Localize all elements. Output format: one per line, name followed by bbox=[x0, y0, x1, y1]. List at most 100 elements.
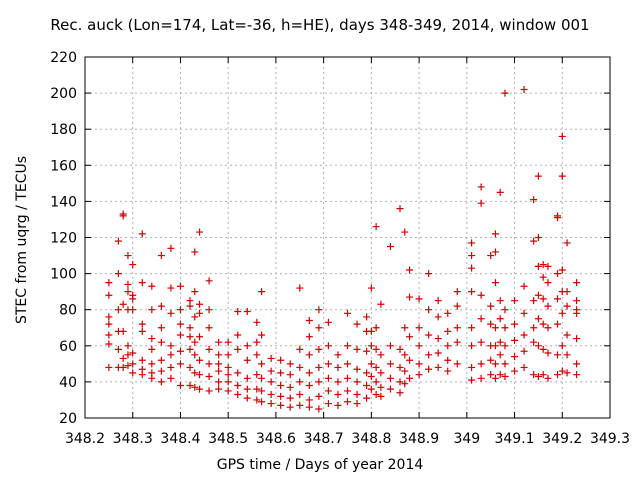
data-point bbox=[534, 315, 542, 323]
data-point bbox=[191, 248, 199, 256]
data-point bbox=[444, 367, 452, 375]
y-tick-label: 160 bbox=[50, 158, 77, 174]
data-point bbox=[477, 291, 485, 299]
data-point bbox=[520, 282, 528, 290]
data-point bbox=[558, 132, 566, 140]
data-point bbox=[157, 324, 165, 332]
y-axis-ticks: 20 40 60 80 100 120 140 160 180 200 220 bbox=[50, 50, 610, 427]
data-point bbox=[296, 391, 304, 399]
data-point bbox=[554, 214, 561, 222]
data-point bbox=[138, 327, 146, 335]
data-point bbox=[124, 252, 132, 260]
data-point bbox=[296, 378, 304, 386]
data-point bbox=[491, 374, 499, 382]
data-point bbox=[186, 333, 194, 341]
data-point bbox=[148, 374, 156, 382]
data-point bbox=[511, 297, 519, 305]
data-point bbox=[167, 363, 175, 371]
data-point bbox=[253, 396, 261, 404]
data-point bbox=[234, 382, 242, 390]
data-point bbox=[363, 394, 371, 402]
data-point bbox=[372, 378, 380, 386]
data-point bbox=[367, 385, 375, 393]
y-tick-label: 200 bbox=[50, 86, 77, 102]
data-point bbox=[105, 279, 113, 287]
data-point bbox=[573, 297, 581, 305]
data-point bbox=[511, 320, 519, 328]
data-point bbox=[224, 387, 232, 395]
data-point bbox=[191, 351, 199, 359]
data-point bbox=[377, 351, 385, 359]
data-point bbox=[377, 300, 385, 308]
data-point bbox=[425, 270, 433, 278]
data-point bbox=[243, 342, 251, 350]
data-point bbox=[453, 302, 461, 310]
y-tick-label: 120 bbox=[50, 231, 77, 247]
data-point bbox=[124, 288, 132, 296]
y-tick-label: 140 bbox=[50, 194, 77, 210]
x-tick-label: 348.4 bbox=[160, 431, 200, 447]
data-point bbox=[286, 403, 294, 411]
data-point bbox=[491, 342, 499, 350]
data-point bbox=[157, 252, 165, 260]
data-point bbox=[253, 385, 261, 393]
data-point bbox=[196, 371, 204, 379]
data-point bbox=[344, 309, 351, 317]
data-point bbox=[539, 320, 547, 328]
data-point bbox=[148, 360, 156, 368]
data-point bbox=[176, 331, 184, 339]
data-point bbox=[539, 273, 547, 281]
data-point bbox=[520, 363, 528, 371]
data-point bbox=[367, 284, 375, 292]
x-tick-label: 349.3 bbox=[590, 431, 630, 447]
data-point bbox=[176, 320, 184, 328]
data-point bbox=[530, 237, 538, 245]
data-point bbox=[196, 309, 204, 317]
data-points bbox=[105, 85, 581, 413]
data-point bbox=[253, 371, 261, 379]
data-point bbox=[315, 345, 323, 353]
data-point bbox=[315, 324, 323, 332]
data-point bbox=[205, 277, 213, 285]
data-point bbox=[258, 374, 266, 382]
data-point bbox=[215, 360, 223, 368]
data-point bbox=[530, 324, 538, 332]
data-point bbox=[563, 239, 571, 247]
data-point bbox=[267, 367, 275, 375]
data-point bbox=[491, 279, 499, 287]
data-point bbox=[558, 266, 566, 274]
data-point bbox=[487, 302, 495, 310]
data-point bbox=[401, 228, 409, 236]
data-point bbox=[138, 230, 146, 238]
data-point bbox=[477, 315, 485, 323]
data-point bbox=[425, 306, 433, 314]
data-point bbox=[334, 363, 342, 371]
data-point bbox=[138, 356, 146, 364]
data-point bbox=[401, 351, 409, 359]
data-point bbox=[344, 360, 351, 368]
data-point bbox=[468, 376, 476, 384]
data-point bbox=[148, 345, 156, 353]
data-point bbox=[386, 360, 394, 368]
data-point bbox=[425, 331, 433, 339]
data-point bbox=[334, 401, 342, 409]
data-point bbox=[415, 371, 423, 379]
data-point bbox=[530, 297, 538, 305]
data-point bbox=[487, 371, 495, 379]
data-point bbox=[224, 338, 232, 346]
data-point bbox=[129, 295, 137, 303]
data-point bbox=[191, 338, 199, 346]
data-point bbox=[573, 371, 581, 379]
y-tick-label: 60 bbox=[59, 339, 77, 355]
data-point bbox=[530, 196, 538, 204]
data-point bbox=[573, 279, 581, 287]
data-point bbox=[372, 345, 380, 353]
x-tick-label: 348.3 bbox=[113, 431, 153, 447]
data-point bbox=[544, 279, 552, 287]
data-point bbox=[372, 363, 380, 371]
data-point bbox=[477, 183, 485, 191]
data-point bbox=[386, 342, 394, 350]
data-point bbox=[324, 387, 332, 395]
data-point bbox=[296, 345, 304, 353]
data-point bbox=[353, 400, 361, 408]
